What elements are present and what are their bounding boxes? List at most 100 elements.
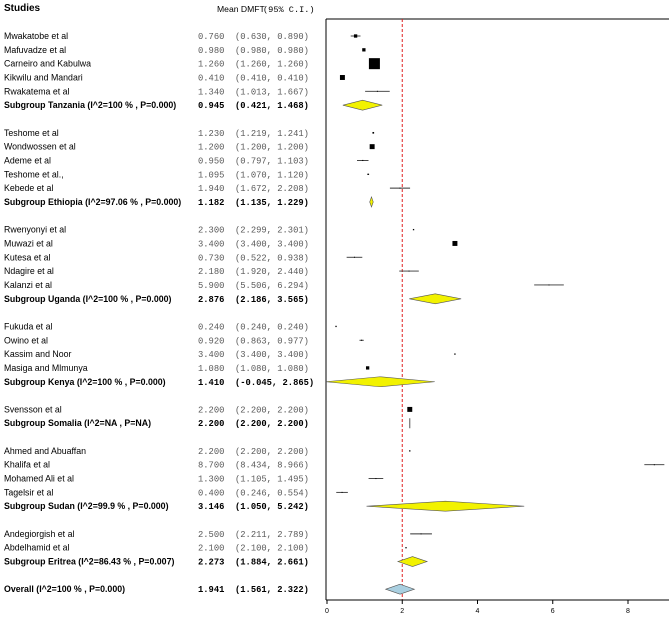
subgroup-diamond — [342, 99, 383, 111]
summary-estimate: 1.410 — [198, 378, 224, 388]
study-point — [412, 228, 415, 231]
study-estimate: 0.920 — [198, 336, 224, 346]
study-estimate: 8.700 — [198, 461, 224, 471]
summary-label: Overall (I^2=100 % , P=0.000) — [4, 584, 125, 594]
summary-ci: (1.884, 2.661) — [235, 558, 309, 568]
study-label: Teshome et al., — [4, 169, 64, 179]
study-ci: (1.105, 1.495) — [235, 475, 309, 485]
study-ci: (0.522, 0.938) — [235, 253, 309, 263]
study-label: Rwakatema et al — [4, 86, 70, 96]
study-ci: (2.200, 2.200) — [235, 405, 309, 415]
summary-label: Subgroup Uganda (I^2=100 % , P=0.000) — [4, 294, 172, 304]
study-point — [353, 256, 355, 258]
summary-label: Subgroup Tanzania (I^2=100 % , P=0.000) — [4, 100, 176, 110]
table-rows: Mwakatobe et al 0.760 (0.630, 0.890) Mafuva… — [4, 31, 314, 595]
study-estimate: 1.200 — [198, 143, 224, 153]
study-ci: (8.434, 8.966) — [235, 461, 309, 471]
study-ci: (3.400, 3.400) — [235, 350, 309, 360]
study-label: Khalifa et al — [4, 460, 50, 470]
study-label: Ahmed and Abuaffan — [4, 446, 86, 456]
study-ci: (1.200, 1.200) — [235, 143, 309, 153]
study-estimate: 1.095 — [198, 170, 224, 180]
study-estimate: 0.730 — [198, 253, 224, 263]
summary-estimate: 2.876 — [198, 295, 224, 305]
x-tick-label: 0 — [325, 608, 329, 615]
study-label: Kutesa et al — [4, 252, 51, 262]
study-label: Fukuda et al — [4, 321, 52, 331]
study-ci: (2.200, 2.200) — [235, 447, 309, 457]
studies-header: Studies — [4, 3, 41, 14]
study-estimate: 1.230 — [198, 129, 224, 139]
study-estimate: 2.100 — [198, 544, 224, 554]
study-ci: (0.410, 0.410) — [235, 73, 309, 83]
plot-marks — [325, 18, 669, 600]
study-label: Mwakatobe et al — [4, 31, 68, 41]
study-point — [409, 450, 411, 452]
study-estimate: 1.260 — [198, 60, 224, 70]
study-point — [365, 366, 370, 370]
study-label: Muwazi et al — [4, 238, 53, 248]
study-estimate: 2.200 — [198, 405, 224, 415]
study-point — [353, 34, 358, 38]
summary-estimate: 0.945 — [198, 101, 224, 111]
study-point — [369, 144, 375, 150]
summary-ci: (1.050, 5.242) — [235, 502, 309, 512]
study-point — [408, 270, 410, 272]
study-ci: (0.797, 1.103) — [235, 156, 309, 166]
study-estimate: 0.240 — [198, 322, 224, 332]
study-point — [368, 58, 380, 70]
summary-estimate: 1.182 — [198, 198, 224, 208]
study-ci: (0.246, 0.554) — [235, 488, 309, 498]
study-ci: (1.260, 1.260) — [235, 60, 309, 70]
study-estimate: 1.940 — [198, 184, 224, 194]
study-label: Abdelhamid et al — [4, 543, 70, 553]
study-estimate: 0.950 — [198, 156, 224, 166]
summary-ci: (2.186, 3.565) — [235, 295, 309, 305]
study-ci: (0.980, 0.980) — [235, 46, 309, 56]
study-estimate: 0.760 — [198, 32, 224, 42]
study-label: Masiga and Mlmunya — [4, 363, 88, 373]
study-ci: (3.400, 3.400) — [235, 239, 309, 249]
study-ci: (2.100, 2.100) — [235, 544, 309, 554]
study-estimate: 2.300 — [198, 226, 224, 236]
study-estimate: 5.900 — [198, 281, 224, 291]
study-estimate: 0.410 — [198, 73, 224, 83]
study-point — [362, 48, 366, 52]
study-point — [339, 75, 345, 80]
study-label: Carneiro and Kabulwa — [4, 59, 91, 69]
study-estimate: 3.400 — [198, 239, 224, 249]
study-label: Rwenyonyi et al — [4, 225, 66, 235]
study-estimate: 2.500 — [198, 530, 224, 540]
study-ci: (2.299, 2.301) — [235, 226, 309, 236]
study-estimate: 0.980 — [198, 46, 224, 56]
study-point — [405, 547, 407, 549]
study-point — [407, 406, 413, 412]
subgroup-diamond — [409, 293, 462, 305]
study-label: Mohamed Ali et al — [4, 474, 74, 484]
study-point — [452, 240, 458, 246]
study-ci: (5.506, 6.294) — [235, 281, 309, 291]
study-label: Kassim and Noor — [4, 349, 72, 359]
study-estimate: 0.400 — [198, 488, 224, 498]
study-label: Wondwossen et al — [4, 142, 76, 152]
x-tick-label: 8 — [626, 608, 630, 615]
study-ci: (0.863, 0.977) — [235, 336, 309, 346]
study-point — [376, 90, 378, 92]
summary-label: Subgroup Ethiopia (I^2=97.06 % , P=0.000… — [4, 197, 181, 207]
summary-ci: (2.200, 2.200) — [235, 419, 309, 429]
summary-ci: (1.561, 2.322) — [235, 585, 309, 595]
study-ci: (1.672, 2.208) — [235, 184, 309, 194]
study-ci: (1.219, 1.241) — [235, 129, 309, 139]
study-estimate: 2.180 — [198, 267, 224, 277]
summary-estimate: 2.273 — [198, 558, 224, 568]
study-point — [361, 339, 363, 341]
study-label: Andegiorgish et al — [4, 529, 74, 539]
summary-label: Subgroup Kenya (I^2=100 % , P=0.000) — [4, 377, 166, 387]
study-ci: (1.920, 2.440) — [235, 267, 309, 277]
study-point — [375, 478, 377, 480]
subgroup-diamond — [366, 500, 525, 512]
study-label: Svensson et al — [4, 404, 62, 414]
study-label: Teshome et al — [4, 128, 59, 138]
study-estimate: 2.200 — [198, 447, 224, 457]
